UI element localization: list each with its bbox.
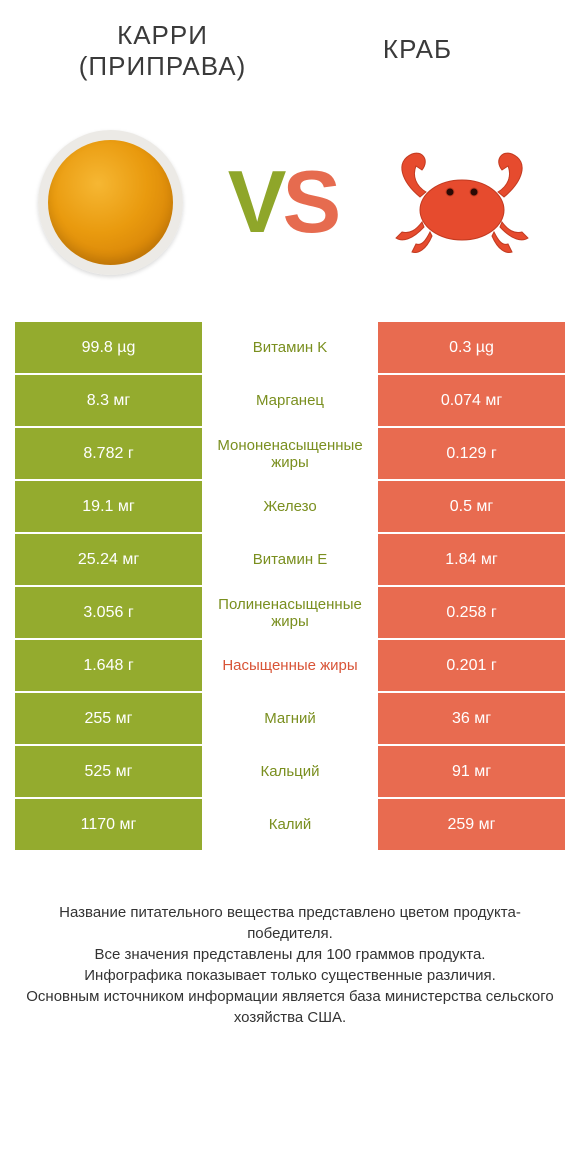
- nutrient-label: Железо: [202, 481, 378, 532]
- table-row: 255 мгМагний36 мг: [15, 693, 565, 746]
- value-left: 3.056 г: [15, 587, 202, 638]
- nutrient-label: Марганец: [202, 375, 378, 426]
- value-right: 0.201 г: [378, 640, 565, 691]
- title-left-line1: КАРРИ: [35, 20, 290, 51]
- nutrient-label: Витамин E: [202, 534, 378, 585]
- table-row: 99.8 µgВитамин K0.3 µg: [15, 322, 565, 375]
- value-left: 525 мг: [15, 746, 202, 797]
- footer-line-4: Основным источником информации является …: [25, 986, 555, 1028]
- value-left: 1170 мг: [15, 799, 202, 850]
- title-left-line2: (ПРИПРАВА): [35, 51, 290, 82]
- vs-s: S: [282, 152, 337, 251]
- table-row: 525 мгКальций91 мг: [15, 746, 565, 799]
- comparison-table: 99.8 µgВитамин K0.3 µg8.3 мгМарганец0.07…: [15, 322, 565, 852]
- nutrient-label: Кальций: [202, 746, 378, 797]
- footer-note: Название питательного вещества представл…: [15, 902, 565, 1028]
- curry-bowl-icon: [38, 130, 183, 275]
- title-left: КАРРИ (ПРИПРАВА): [35, 20, 290, 82]
- footer-line-2: Все значения представлены для 100 граммо…: [25, 944, 555, 965]
- nutrient-label: Мононенасыщенные жиры: [202, 428, 378, 479]
- value-right: 36 мг: [378, 693, 565, 744]
- crab-icon: [382, 142, 542, 262]
- value-right: 0.129 г: [378, 428, 565, 479]
- table-row: 1.648 гНасыщенные жиры0.201 г: [15, 640, 565, 693]
- nutrient-label: Калий: [202, 799, 378, 850]
- value-right: 91 мг: [378, 746, 565, 797]
- table-row: 1170 мгКалий259 мг: [15, 799, 565, 852]
- table-row: 8.3 мгМарганец0.074 мг: [15, 375, 565, 428]
- value-left: 99.8 µg: [15, 322, 202, 373]
- footer-line-1: Название питательного вещества представл…: [25, 902, 555, 944]
- table-row: 19.1 мгЖелезо0.5 мг: [15, 481, 565, 534]
- value-right: 0.5 мг: [378, 481, 565, 532]
- vs-label: VS: [228, 158, 337, 246]
- nutrient-label: Полиненасыщенные жиры: [202, 587, 378, 638]
- value-right: 0.3 µg: [378, 322, 565, 373]
- title-right: КРАБ: [290, 20, 545, 65]
- nutrient-label: Насыщенные жиры: [202, 640, 378, 691]
- value-left: 25.24 мг: [15, 534, 202, 585]
- table-row: 25.24 мгВитамин E1.84 мг: [15, 534, 565, 587]
- title-right-text: КРАБ: [383, 34, 452, 64]
- value-left: 8.3 мг: [15, 375, 202, 426]
- value-right: 259 мг: [378, 799, 565, 850]
- vs-v: V: [228, 152, 283, 251]
- value-left: 1.648 г: [15, 640, 202, 691]
- table-row: 8.782 гМононенасыщенные жиры0.129 г: [15, 428, 565, 481]
- footer-line-3: Инфографика показывает только существенн…: [25, 965, 555, 986]
- nutrient-label: Витамин K: [202, 322, 378, 373]
- value-left: 19.1 мг: [15, 481, 202, 532]
- nutrient-label: Магний: [202, 693, 378, 744]
- value-right: 0.074 мг: [378, 375, 565, 426]
- table-row: 3.056 гПолиненасыщенные жиры0.258 г: [15, 587, 565, 640]
- title-row: КАРРИ (ПРИПРАВА) КРАБ: [35, 20, 545, 82]
- hero-row: VS: [15, 122, 565, 282]
- value-right: 0.258 г: [378, 587, 565, 638]
- value-left: 255 мг: [15, 693, 202, 744]
- value-right: 1.84 мг: [378, 534, 565, 585]
- value-left: 8.782 г: [15, 428, 202, 479]
